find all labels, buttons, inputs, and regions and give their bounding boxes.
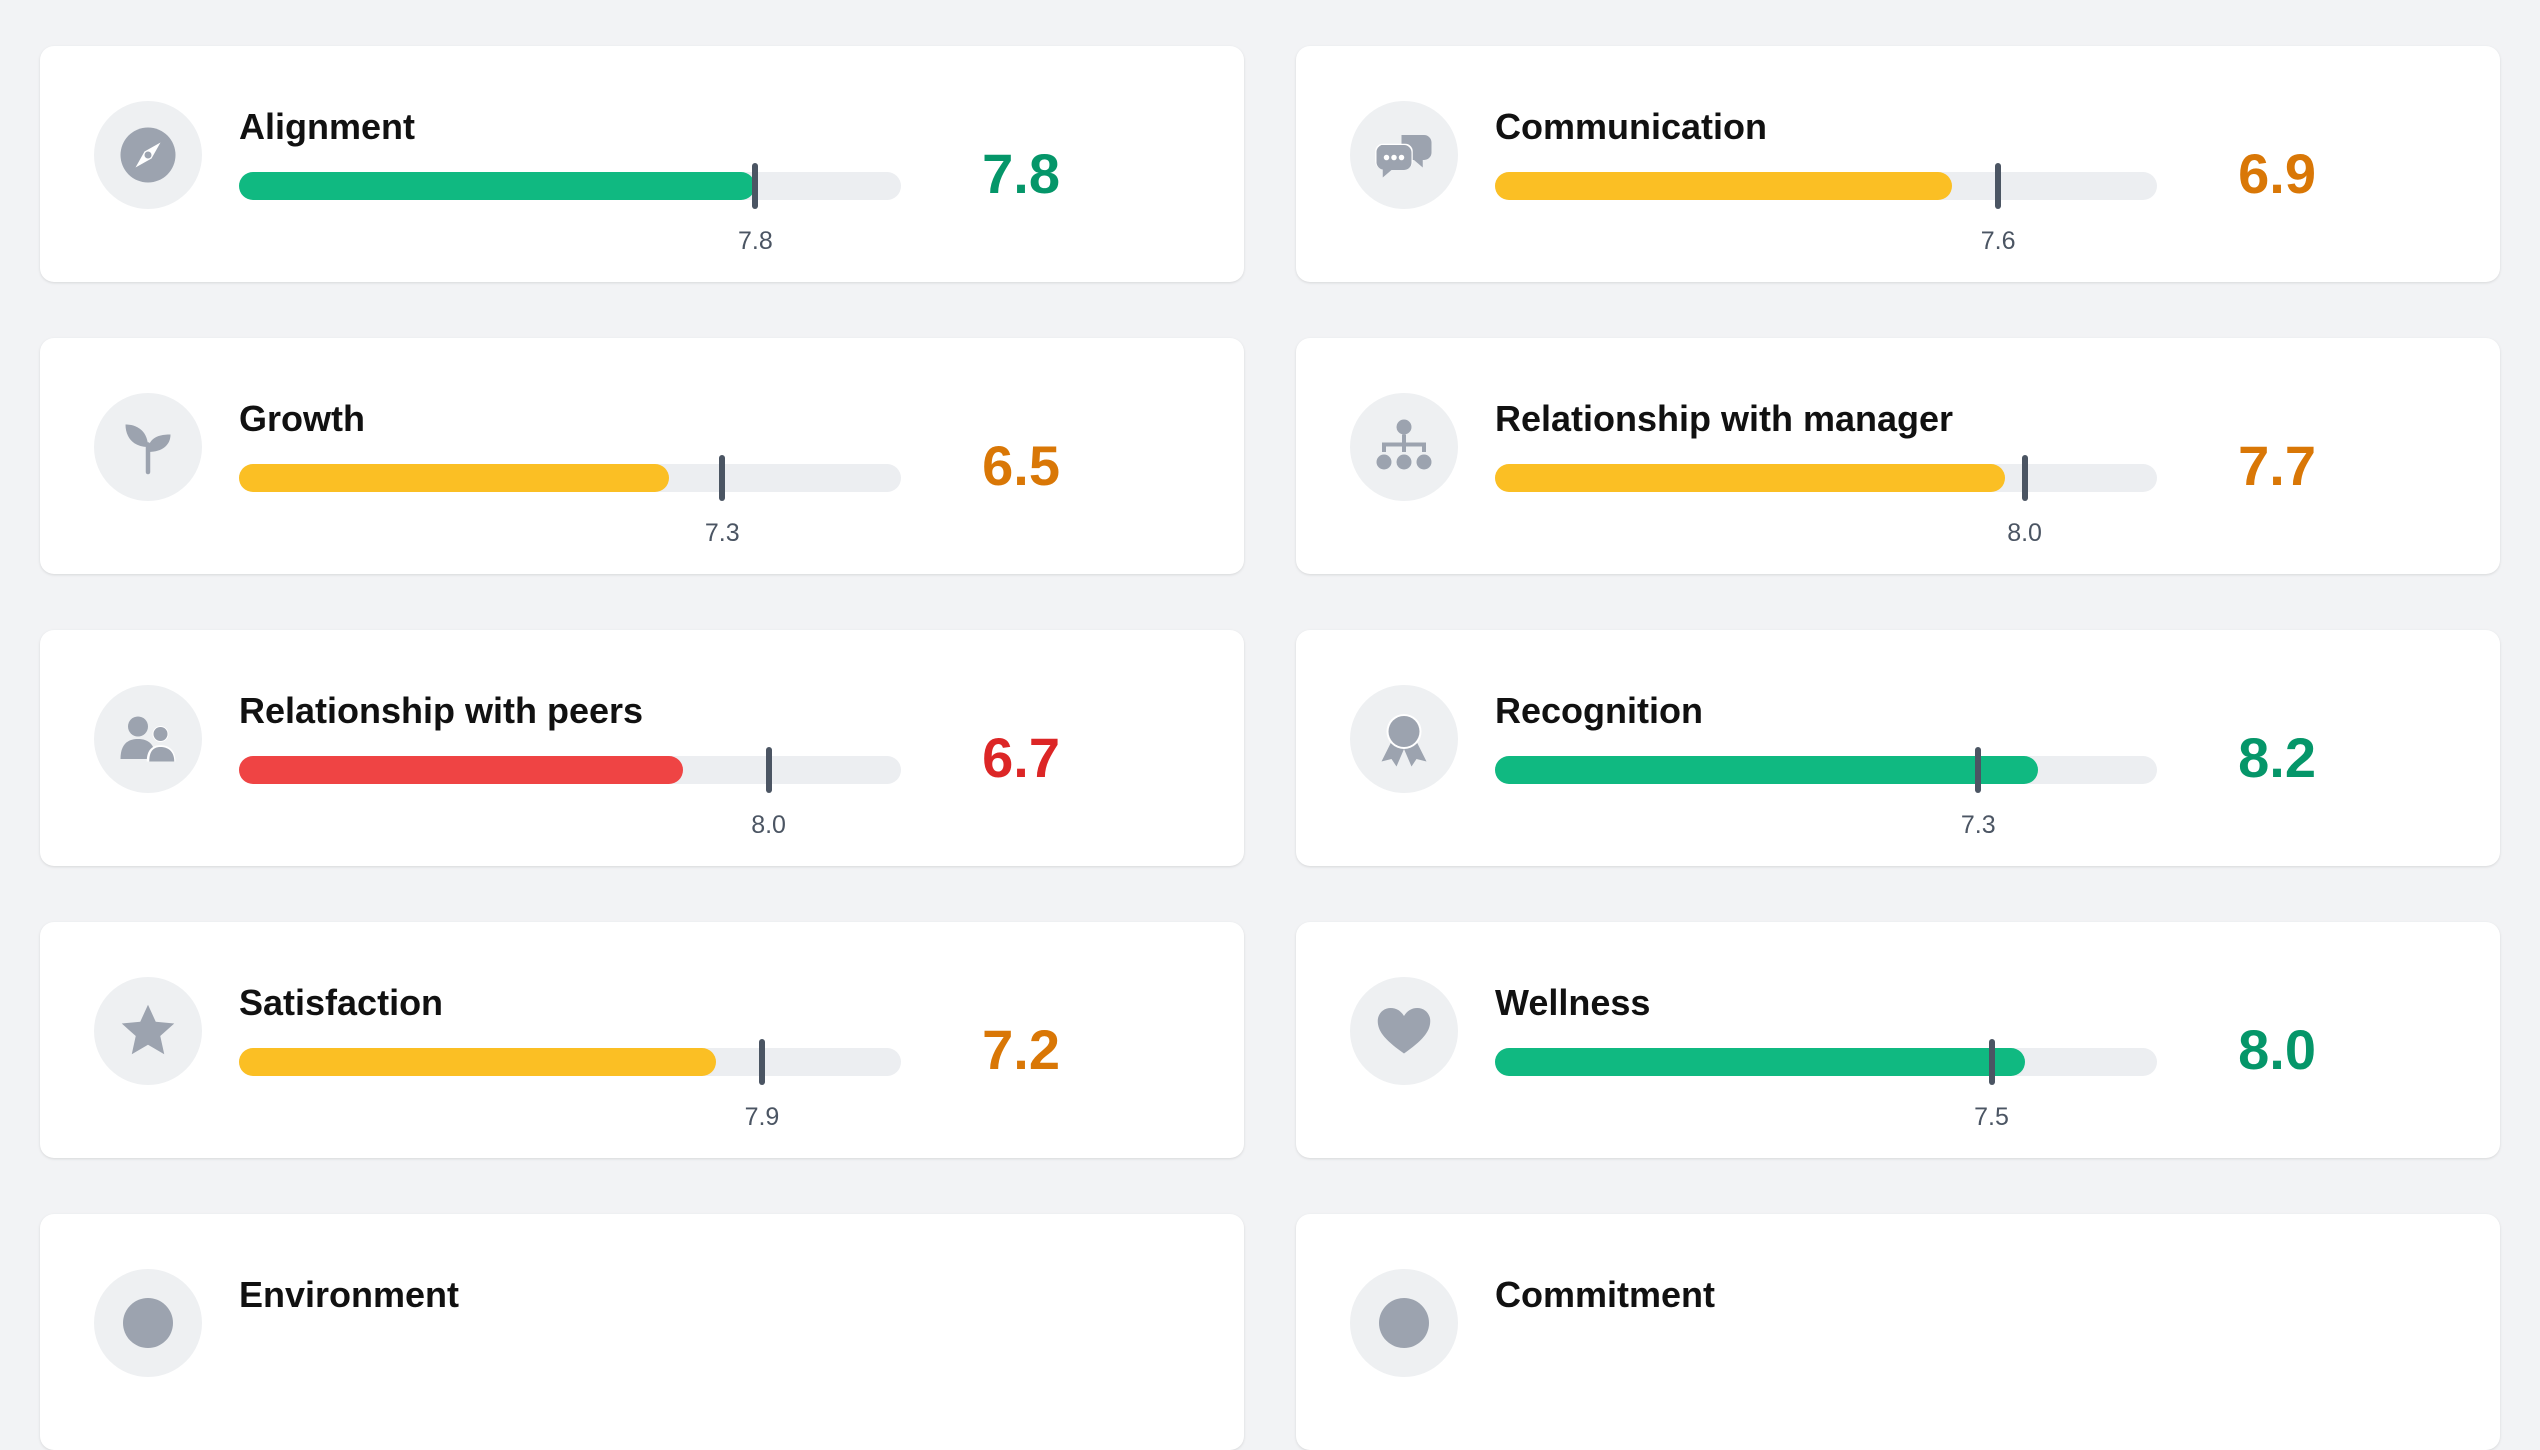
chat-bubbles-icon <box>1375 135 1432 178</box>
score-bar: 7.5 <box>1495 1039 2157 1131</box>
peers-icon <box>120 716 176 762</box>
score-bar-fill <box>239 756 683 784</box>
icon-badge <box>1350 393 1458 501</box>
metric-title: Commitment <box>1495 1274 1716 1315</box>
metric-score: 8.0 <box>2238 1018 2316 1081</box>
org-chart-icon <box>1376 419 1432 470</box>
metric-card-recognition[interactable]: Recognition 7.3 8.2 <box>1296 630 2500 866</box>
score-bar: 8.0 <box>1495 455 2157 547</box>
score-bar: 7.9 <box>239 1039 901 1131</box>
benchmark-marker <box>2021 455 2028 501</box>
benchmark-label: 7.8 <box>737 227 773 255</box>
star-icon <box>121 1004 175 1055</box>
compass-icon <box>120 127 176 183</box>
benchmark-label: 8.0 <box>751 811 786 839</box>
environment-icon <box>123 1298 173 1348</box>
metric-title: Satisfaction <box>239 982 444 1023</box>
sprout-icon <box>125 424 171 475</box>
metric-title: Communication <box>1495 106 1768 147</box>
metric-title: Environment <box>239 1274 460 1315</box>
metric-title: Relationship with peers <box>239 690 644 731</box>
metric-title: Wellness <box>1495 982 1651 1023</box>
score-bar-fill <box>239 464 670 492</box>
score-bar-fill <box>1495 1048 2025 1076</box>
metric-card-relationship-with-peers[interactable]: Relationship with peers 8.0 6.7 <box>40 630 1244 866</box>
icon-badge <box>94 101 202 209</box>
benchmark-label: 7.6 <box>1980 227 2016 255</box>
commitment-icon <box>1379 1298 1429 1348</box>
benchmark-marker <box>752 163 759 209</box>
icon-badge <box>94 393 202 501</box>
metric-title: Recognition <box>1495 690 1703 731</box>
score-bar: 8.0 <box>239 747 901 839</box>
metric-score: 8.2 <box>2238 726 2316 789</box>
metric-score: 6.7 <box>982 726 1060 789</box>
metric-title: Relationship with manager <box>1495 398 1954 439</box>
score-bar-fill <box>239 172 756 200</box>
icon-badge <box>1350 1269 1458 1377</box>
metric-score: 6.9 <box>2238 142 2316 205</box>
score-bar: 7.8 <box>239 163 901 255</box>
score-bar: 7.6 <box>1495 163 2157 255</box>
benchmark-marker <box>719 455 726 501</box>
score-bar-fill <box>239 1048 716 1076</box>
benchmark-marker <box>1988 1039 1995 1085</box>
score-bar: 7.3 <box>239 455 901 547</box>
benchmark-label: 7.3 <box>1960 811 1996 839</box>
icon-badge <box>94 977 202 1085</box>
metric-card-satisfaction[interactable]: Satisfaction 7.9 7.2 <box>40 922 1244 1158</box>
score-bar-fill <box>1495 756 2038 784</box>
score-bar: 7.3 <box>1495 747 2157 839</box>
score-bar-fill <box>1495 172 1952 200</box>
benchmark-marker <box>765 747 772 793</box>
metric-card-communication[interactable]: Communication 7.6 6.9 <box>1296 46 2500 282</box>
benchmark-label: 7.3 <box>704 519 740 547</box>
benchmark-marker <box>1975 747 1982 793</box>
award-icon <box>1381 714 1427 767</box>
benchmark-label: 7.9 <box>744 1103 780 1131</box>
metric-score: 6.5 <box>982 434 1060 497</box>
metric-title: Alignment <box>239 106 415 147</box>
metric-score: 7.2 <box>982 1018 1060 1081</box>
metric-score: 7.7 <box>2238 434 2316 497</box>
metric-score: 7.8 <box>982 142 1060 205</box>
benchmark-label: 8.0 <box>2007 519 2042 547</box>
benchmark-marker <box>758 1039 765 1085</box>
metrics-grid: Alignment 7.8 7.8 Communication 7.6 6.9 <box>40 46 2500 1450</box>
icon-badge <box>1350 685 1458 793</box>
benchmark-marker <box>1995 163 2002 209</box>
icon-badge <box>94 1269 202 1377</box>
metric-card-growth[interactable]: Growth 7.3 6.5 <box>40 338 1244 574</box>
score-bar-fill <box>1495 464 2005 492</box>
icon-badge <box>1350 101 1458 209</box>
heart-icon <box>1377 1008 1431 1054</box>
metric-title: Growth <box>239 398 365 439</box>
benchmark-label: 7.5 <box>1974 1103 2009 1131</box>
metric-card-wellness[interactable]: Wellness 7.5 8.0 <box>1296 922 2500 1158</box>
icon-badge <box>94 685 202 793</box>
metric-card-alignment[interactable]: Alignment 7.8 7.8 <box>40 46 1244 282</box>
metric-card-commitment[interactable]: Commitment <box>1296 1214 2500 1450</box>
metric-card-relationship-with-manager[interactable]: Relationship with manager 8.0 7.7 <box>1296 338 2500 574</box>
metric-card-environment[interactable]: Environment <box>40 1214 1244 1450</box>
icon-badge <box>1350 977 1458 1085</box>
